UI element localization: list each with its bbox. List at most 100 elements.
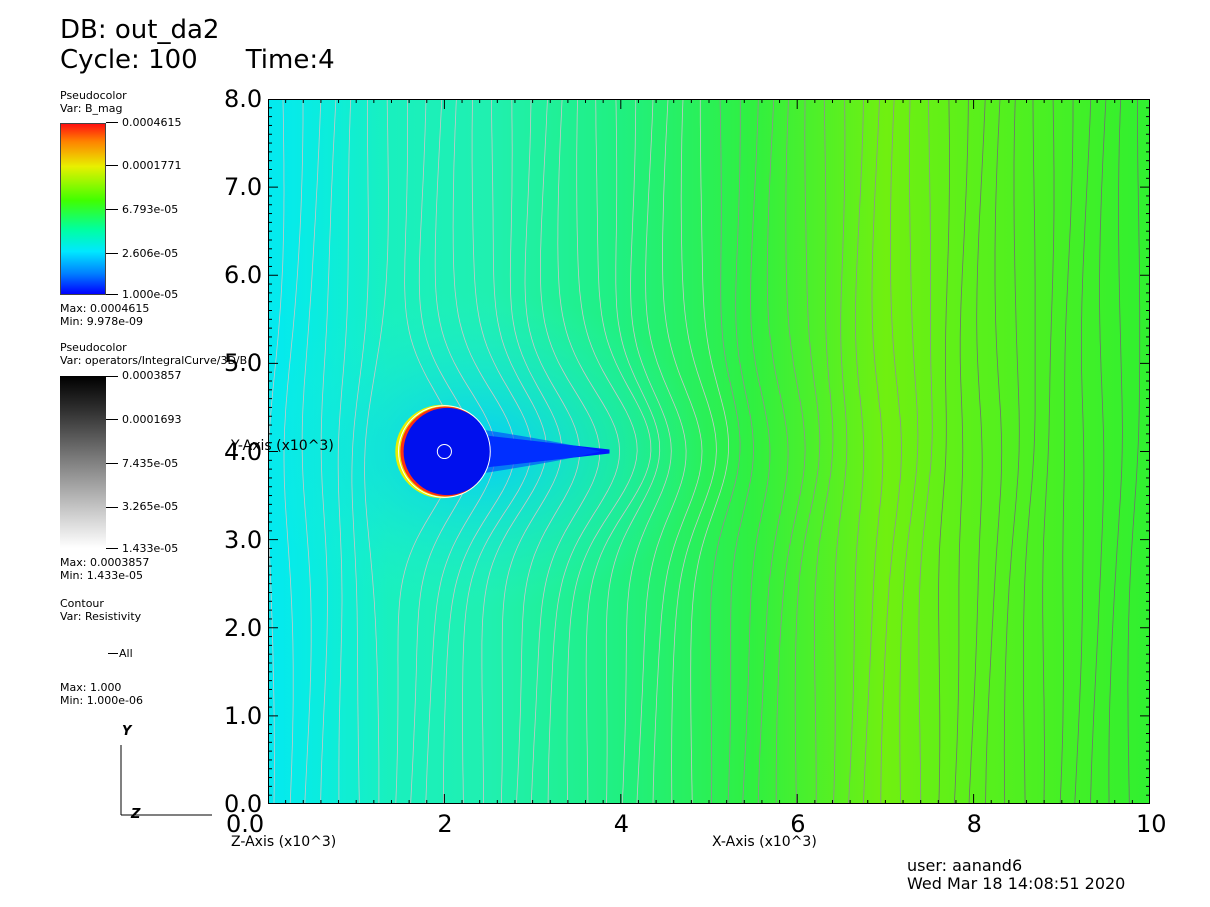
y-tick-label: 2.0	[224, 613, 263, 642]
legend2-tick-label: 0.0003857	[122, 369, 182, 382]
obstacle-inner-ring	[436, 443, 452, 460]
legend2-tick-mark	[106, 419, 118, 420]
streamline	[938, 99, 950, 804]
legend3-min: Min: 1.000e-06	[60, 694, 143, 707]
axis-triad	[120, 745, 212, 816]
streamline	[585, 99, 652, 804]
legend3-entry: All	[119, 647, 133, 660]
streamline	[1042, 99, 1055, 804]
streamline	[547, 99, 621, 804]
plot-area	[268, 99, 1150, 804]
streamline	[794, 99, 821, 804]
streamline	[833, 99, 848, 804]
footer-date: Wed Mar 18 14:08:51 2020	[907, 874, 1126, 893]
streamline	[566, 99, 638, 804]
legend1-tick-mark	[106, 122, 118, 123]
streamline	[1090, 99, 1107, 804]
y-tick-label: 5.0	[224, 349, 263, 378]
footer: user: aanand6 Wed Mar 18 14:08:51 2020	[907, 857, 1125, 893]
legend2-tick-mark	[106, 507, 118, 508]
streamline	[848, 99, 865, 804]
y-axis-title: Y-Axis (x10^3)	[231, 438, 334, 454]
legend3-plot-type: Contour	[60, 597, 104, 610]
streamline	[690, 99, 730, 804]
legend2-tick-mark	[106, 548, 118, 549]
legend1-tick-mark	[106, 209, 118, 210]
streamline	[301, 99, 322, 804]
streamline	[899, 99, 919, 804]
streamline	[985, 99, 1003, 804]
y-tick-label: 7.0	[224, 173, 263, 202]
legend2-tick-mark	[106, 376, 118, 377]
legend1-tick-label: 1.000e-05	[122, 288, 179, 301]
streamline	[709, 99, 741, 804]
obstacle-group	[395, 404, 610, 499]
legend1-tick-mark	[106, 165, 118, 166]
streamline	[863, 99, 884, 804]
legend1-tick-mark	[106, 294, 118, 295]
y-tick-label: 6.0	[224, 261, 263, 290]
legend3-var: Var: Resistivity	[60, 610, 142, 623]
x-tick-label: 10	[1136, 810, 1167, 838]
streamline	[1074, 99, 1092, 804]
y-tick-label: 1.0	[224, 701, 263, 730]
streamline	[671, 99, 717, 803]
streamline	[337, 99, 352, 804]
streamline	[968, 99, 986, 804]
legend2-tick-mark	[106, 463, 118, 464]
streamline	[775, 99, 806, 803]
cycle-time-line: Cycle: 100 Time:4	[60, 46, 335, 74]
legend1-tick-label: 0.0001771	[122, 159, 182, 172]
streamline	[1023, 99, 1036, 804]
streamline	[283, 99, 304, 804]
streamline	[757, 99, 789, 804]
legend2-max: Max: 0.0003857	[60, 556, 150, 569]
streamline	[652, 99, 703, 804]
streamlines	[268, 99, 1141, 804]
y-tick-label: 8.0	[224, 85, 263, 113]
streamline	[1108, 99, 1123, 803]
legend2-var: Var: operators/IntegralCurve/3D/B	[60, 354, 248, 367]
y-tick-label: 3.0	[224, 525, 263, 554]
time-label: Time:4	[245, 45, 335, 75]
streamline	[1059, 99, 1074, 804]
x-tick-label: 8	[966, 810, 982, 838]
streamline	[880, 99, 902, 803]
legend2-min: Min: 1.433e-05	[60, 569, 143, 582]
legend1-plot-type: Pseudocolor	[60, 89, 127, 102]
obstacle-core	[403, 407, 491, 496]
legend2-colorbar	[60, 376, 106, 548]
x-tick-label: 4	[613, 810, 630, 838]
z-axis-title: Z-Axis (x10^3)	[231, 834, 337, 850]
triad-z-label: Z	[131, 807, 141, 822]
legend1-max: Max: 0.0004615	[60, 302, 150, 315]
legend1-tick-label: 0.0004615	[122, 116, 182, 129]
legend2-plot-type: Pseudocolor	[60, 341, 127, 354]
streamline	[636, 99, 687, 804]
legend2-tick-label: 3.265e-05	[122, 500, 179, 513]
legend1-tick-mark	[106, 253, 118, 254]
legend1-min: Min: 9.978e-09	[60, 315, 143, 328]
y-tick-label: 0.0	[224, 790, 263, 818]
streamline	[814, 99, 834, 803]
streamline	[1003, 99, 1020, 804]
streamline	[954, 99, 969, 804]
heatmap-plot	[268, 99, 1150, 804]
streamline	[364, 99, 389, 803]
streamline	[918, 99, 933, 804]
streamline	[605, 99, 661, 804]
triad-y-label: Y	[122, 724, 132, 739]
minor-ticks	[268, 99, 1150, 804]
streamline	[727, 99, 754, 804]
legend1-tick-label: 2.606e-05	[122, 247, 179, 260]
x-tick-label: 6	[790, 810, 806, 838]
streamline	[351, 99, 369, 804]
streamline	[742, 99, 771, 804]
streamline	[1127, 99, 1141, 804]
y-tick-label: 4.0	[224, 437, 263, 466]
legend1-tick-label: 6.793e-05	[122, 203, 179, 216]
legend2-tick-label: 1.433e-05	[122, 542, 179, 555]
cycle-label: Cycle: 100	[60, 45, 198, 75]
x-tick-label: 2	[437, 810, 453, 838]
legend1-var: Var: B_mag	[60, 102, 123, 115]
